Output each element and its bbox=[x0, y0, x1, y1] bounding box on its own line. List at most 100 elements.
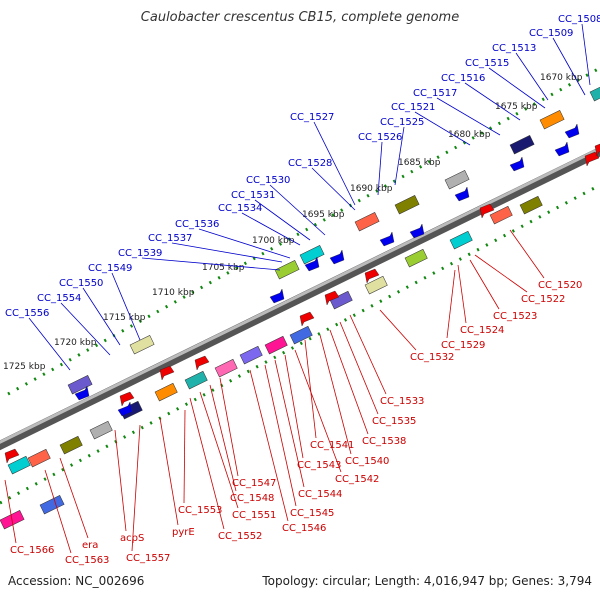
forward-gene-leader bbox=[552, 37, 586, 96]
forward-gene-leader bbox=[394, 126, 405, 186]
feature-block-reverse bbox=[214, 358, 238, 378]
forward-gene-label: CC_1515 bbox=[465, 58, 509, 69]
topology-summary: Topology: circular; Length: 4,016,947 bp… bbox=[262, 574, 592, 588]
forward-gene-label: CC_1509 bbox=[529, 28, 573, 39]
reverse-gene-leader bbox=[446, 269, 456, 339]
forward-gene-leader bbox=[28, 317, 71, 371]
forward-gene-leader bbox=[254, 199, 311, 241]
ruler-tick-label: 1680 kbp bbox=[448, 130, 491, 140]
forward-gene-label: CC_1528 bbox=[288, 158, 332, 169]
forward-arrow bbox=[269, 288, 285, 304]
forward-gene-label: CC_1508 bbox=[558, 14, 600, 25]
ruler-tick-label: 1690 kbp bbox=[350, 184, 393, 194]
forward-gene-leader bbox=[198, 228, 291, 259]
reverse-gene-label: CC_1533 bbox=[380, 396, 424, 407]
forward-gene-leader bbox=[311, 167, 356, 211]
forward-gene-leader bbox=[111, 272, 141, 341]
forward-arrow bbox=[379, 231, 395, 247]
feature-block-forward bbox=[39, 495, 65, 515]
feature-block-forward bbox=[444, 170, 470, 190]
feature-block-reverse bbox=[264, 335, 288, 355]
reverse-arrow bbox=[194, 355, 210, 371]
ruler-tick-label: 1695 kbp bbox=[302, 210, 345, 220]
forward-gene-label: CC_1526 bbox=[358, 132, 402, 143]
feature-block-reverse bbox=[329, 290, 353, 310]
feature-block-forward bbox=[354, 212, 380, 232]
reverse-arrow bbox=[594, 143, 600, 157]
reverse-gene-label: CC_1553 bbox=[178, 505, 222, 516]
reverse-arrow bbox=[584, 151, 600, 167]
reverse-gene-leader bbox=[319, 334, 352, 455]
reverse-gene-leader bbox=[329, 329, 369, 435]
reverse-gene-leader bbox=[349, 314, 387, 395]
forward-gene-leader bbox=[269, 184, 326, 236]
reverse-arrow bbox=[324, 290, 340, 306]
reverse-gene-label: CC_1545 bbox=[290, 508, 334, 519]
reverse-gene-leader bbox=[249, 369, 289, 522]
reverse-gene-label: CC_1551 bbox=[232, 510, 276, 521]
reverse-gene-label: CC_1524 bbox=[460, 325, 504, 336]
forward-gene-leader bbox=[414, 111, 471, 146]
feature-block-reverse bbox=[59, 435, 83, 455]
feature-block-reverse bbox=[449, 230, 473, 250]
forward-gene-leader bbox=[464, 82, 521, 121]
ruler-tick-label: 1705 kbp bbox=[202, 263, 245, 273]
reverse-gene-leader bbox=[264, 364, 297, 507]
feature-block-forward bbox=[539, 110, 565, 130]
ruler-layer: 1670 kbp 1675 kbp 1680 kbp 1685 kbp 1690 kbp… bbox=[0, 66, 600, 505]
feature-block-reverse bbox=[154, 382, 178, 402]
reverse-gene-leader bbox=[183, 409, 186, 504]
reverse-gene-label: CC_1535 bbox=[372, 416, 416, 427]
reverse-gene-label: acpS bbox=[120, 533, 144, 544]
feature-block-reverse bbox=[364, 275, 388, 295]
forward-gene-leader bbox=[82, 287, 121, 346]
reverse-gene-label: CC_1566 bbox=[10, 545, 54, 556]
forward-gene-label: CC_1517 bbox=[413, 88, 457, 99]
reverse-gene-label: CC_1543 bbox=[297, 460, 341, 471]
feature-block-forward bbox=[394, 195, 420, 215]
forward-gene-label: CC_1527 bbox=[290, 112, 334, 123]
ruler-tick-label: 1700 kbp bbox=[252, 236, 295, 246]
forward-gene-label: CC_1537 bbox=[148, 233, 192, 244]
reverse-arrow bbox=[119, 391, 135, 407]
reverse-gene-leader bbox=[59, 457, 89, 539]
backbone-highlight bbox=[0, 146, 600, 444]
reverse-gene-leader bbox=[219, 377, 239, 477]
reverse-gene-leader bbox=[284, 354, 304, 459]
forward-gene-leader bbox=[141, 257, 281, 271]
feature-block-forward bbox=[589, 82, 600, 102]
reverse-gene-leader bbox=[339, 321, 379, 415]
ruler-tick-label: 1715 kbp bbox=[103, 313, 146, 323]
label-layer: CC_1508 CC_1509 CC_1513 CC_1515 CC_1516 CC_15… bbox=[4, 14, 600, 566]
feature-block-forward bbox=[129, 335, 155, 355]
forward-gene-leader bbox=[488, 67, 546, 109]
reverse-gene-label: CC_1552 bbox=[218, 531, 262, 542]
ruler-tick-label: 1675 kbp bbox=[495, 102, 538, 112]
reverse-gene-label: CC_1546 bbox=[282, 523, 326, 534]
reverse-gene-label: CC_1541 bbox=[310, 440, 354, 451]
feature-block-forward bbox=[274, 260, 300, 280]
forward-gene-label: CC_1525 bbox=[380, 117, 424, 128]
forward-arrow bbox=[554, 141, 570, 157]
forward-arrow bbox=[409, 223, 425, 239]
forward-gene-leader bbox=[515, 52, 549, 101]
reverse-gene-leader bbox=[159, 417, 179, 526]
accession-text: Accession: NC_002696 bbox=[8, 574, 145, 588]
reverse-arrow bbox=[4, 448, 20, 464]
reverse-gene-leader bbox=[379, 309, 417, 351]
reverse-gene-leader bbox=[469, 259, 500, 310]
forward-arrow bbox=[74, 385, 90, 401]
forward-gene-label: CC_1550 bbox=[59, 278, 103, 289]
forward-gene-label: CC_1549 bbox=[88, 263, 132, 274]
forward-gene-leader bbox=[60, 302, 111, 356]
feature-block-reverse bbox=[404, 248, 428, 268]
backbone-layer bbox=[0, 146, 600, 451]
reverse-gene-label: CC_1529 bbox=[441, 340, 485, 351]
forward-arrow bbox=[454, 186, 470, 202]
reverse-gene-label: CC_1548 bbox=[230, 493, 274, 504]
reverse-arrow bbox=[364, 268, 380, 284]
reverse-arrow bbox=[159, 365, 175, 381]
forward-arrow bbox=[304, 256, 320, 272]
reverse-gene-label: CC_1532 bbox=[410, 352, 454, 363]
